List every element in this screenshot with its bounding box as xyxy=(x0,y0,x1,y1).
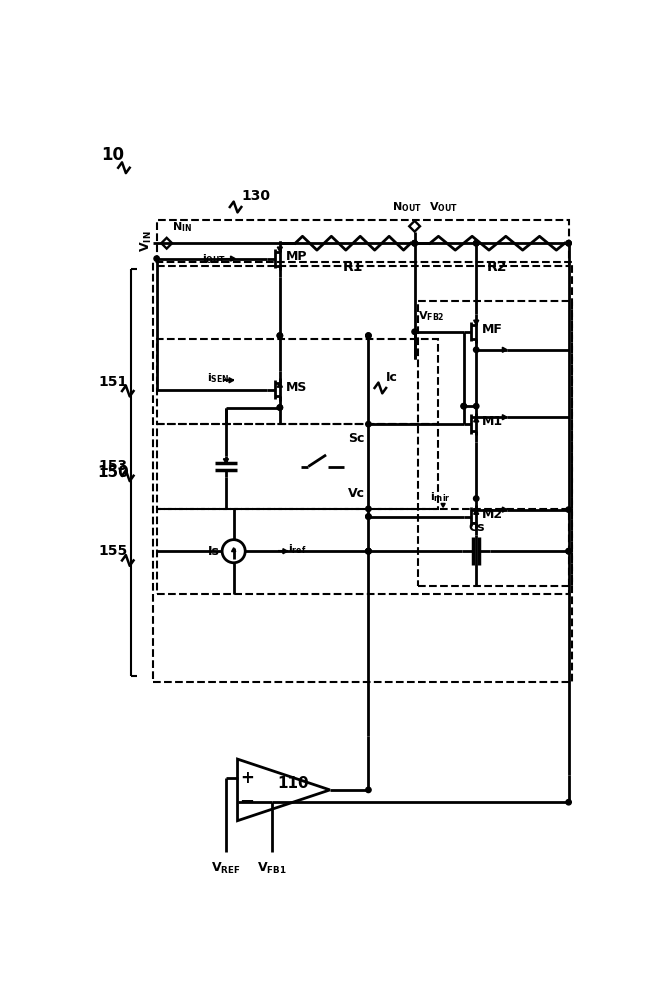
Polygon shape xyxy=(502,347,507,352)
Circle shape xyxy=(412,241,417,246)
Circle shape xyxy=(412,329,417,334)
Text: 10: 10 xyxy=(102,146,124,164)
Circle shape xyxy=(365,514,371,519)
Circle shape xyxy=(566,549,571,554)
Text: 155: 155 xyxy=(98,544,127,558)
Text: $\mathbf{N_{OUT}}$: $\mathbf{N_{OUT}}$ xyxy=(392,200,422,214)
Text: 150: 150 xyxy=(97,465,128,480)
Text: $\mathbf{N_{IN}}$: $\mathbf{N_{IN}}$ xyxy=(172,220,192,234)
Polygon shape xyxy=(231,256,235,261)
Text: MP: MP xyxy=(286,250,308,263)
Polygon shape xyxy=(277,383,282,387)
Text: MS: MS xyxy=(286,381,307,394)
Text: 130: 130 xyxy=(241,189,271,203)
Circle shape xyxy=(474,496,479,501)
Circle shape xyxy=(461,403,466,409)
Text: Vc: Vc xyxy=(348,487,365,500)
Circle shape xyxy=(365,549,371,554)
Circle shape xyxy=(461,403,466,409)
Text: $\mathbf{i_{mir}}$: $\mathbf{i_{mir}}$ xyxy=(430,490,451,504)
Circle shape xyxy=(365,787,371,793)
Circle shape xyxy=(277,405,282,410)
Circle shape xyxy=(566,549,571,554)
Text: $\mathbf{i_{ref}}$: $\mathbf{i_{ref}}$ xyxy=(288,542,306,556)
Polygon shape xyxy=(277,247,282,252)
Circle shape xyxy=(474,241,479,246)
Polygon shape xyxy=(502,415,507,420)
Text: 151: 151 xyxy=(98,375,127,389)
Circle shape xyxy=(566,800,571,805)
Text: Cs: Cs xyxy=(468,521,485,534)
Text: MF: MF xyxy=(482,323,503,336)
Polygon shape xyxy=(229,378,234,383)
Text: $\mathbf{V_{FB1}}$: $\mathbf{V_{FB1}}$ xyxy=(257,861,287,876)
Circle shape xyxy=(474,403,479,409)
Circle shape xyxy=(365,333,371,338)
Bar xyxy=(157,220,569,266)
Bar xyxy=(157,509,569,594)
Text: Ic: Ic xyxy=(386,371,398,384)
Text: −: − xyxy=(239,793,254,811)
Text: M2: M2 xyxy=(482,508,504,521)
Circle shape xyxy=(365,421,371,427)
Bar xyxy=(419,301,572,586)
Circle shape xyxy=(412,241,417,246)
Polygon shape xyxy=(474,320,479,325)
Text: R1: R1 xyxy=(343,260,364,274)
Circle shape xyxy=(566,507,571,512)
Circle shape xyxy=(365,506,371,512)
Bar xyxy=(157,339,438,424)
Polygon shape xyxy=(232,548,236,552)
Polygon shape xyxy=(502,507,507,512)
Text: +: + xyxy=(240,769,253,787)
Text: Is: Is xyxy=(208,545,220,558)
Circle shape xyxy=(474,241,479,246)
Circle shape xyxy=(277,333,282,338)
Text: R2: R2 xyxy=(487,260,508,274)
Bar xyxy=(153,262,572,682)
Circle shape xyxy=(277,405,282,410)
Text: Sc: Sc xyxy=(348,432,365,445)
Text: M1: M1 xyxy=(482,415,504,428)
Circle shape xyxy=(566,241,571,246)
Text: $\mathbf{i_{SEN}}$: $\mathbf{i_{SEN}}$ xyxy=(207,371,230,385)
Text: $\mathbf{i_{OUT}}$: $\mathbf{i_{OUT}}$ xyxy=(202,252,226,265)
Polygon shape xyxy=(474,417,479,422)
Circle shape xyxy=(154,256,159,261)
Circle shape xyxy=(365,549,371,554)
Circle shape xyxy=(365,514,371,519)
Circle shape xyxy=(365,549,371,554)
Text: $\mathbf{V_{FB2}}$: $\mathbf{V_{FB2}}$ xyxy=(419,309,445,323)
Circle shape xyxy=(365,333,371,338)
Text: 110: 110 xyxy=(277,776,309,791)
Polygon shape xyxy=(283,549,288,554)
Text: 153: 153 xyxy=(98,460,127,474)
Text: $\mathbf{V_{OUT}}$: $\mathbf{V_{OUT}}$ xyxy=(430,200,458,214)
Polygon shape xyxy=(223,459,229,463)
Polygon shape xyxy=(441,503,445,507)
Text: $\mathbf{V_{REF}}$: $\mathbf{V_{REF}}$ xyxy=(211,861,241,876)
Circle shape xyxy=(277,333,282,338)
Circle shape xyxy=(365,549,371,554)
Circle shape xyxy=(412,241,417,246)
Polygon shape xyxy=(474,510,479,514)
Text: $\mathbf{V_{IN}}$: $\mathbf{V_{IN}}$ xyxy=(139,230,154,252)
Circle shape xyxy=(474,347,479,352)
Bar xyxy=(157,424,438,509)
Circle shape xyxy=(566,241,571,246)
